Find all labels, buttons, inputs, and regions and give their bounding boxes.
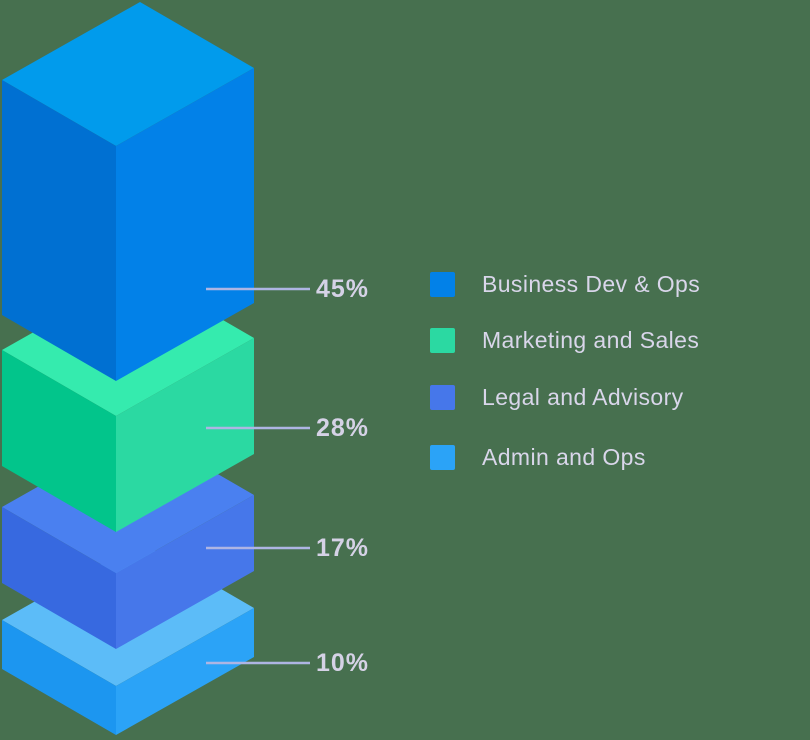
- percent-label-business-dev-ops: 45%: [316, 275, 370, 303]
- bar-3-face-left: [2, 620, 116, 735]
- legend-swatch-blue-icon: [430, 272, 455, 297]
- legend-swatch-green-icon: [430, 328, 455, 353]
- percent-label-marketing-sales: 28%: [316, 414, 370, 442]
- bar-1-face-right: [116, 338, 254, 532]
- percent-label-legal-advisory: 17%: [316, 534, 370, 562]
- bar-2-face-left: [2, 507, 116, 649]
- bar-0-face-right: [116, 68, 254, 381]
- legend-label: Legal and Advisory: [482, 384, 684, 410]
- percent-label-admin-ops: 10%: [316, 649, 370, 677]
- legend-label: Marketing and Sales: [482, 327, 700, 353]
- legend-item-marketing-sales: Marketing and Sales: [430, 327, 700, 353]
- legend-label: Admin and Ops: [482, 444, 646, 470]
- bar-1-face-left: [2, 350, 116, 532]
- bar-3-face-right: [116, 608, 254, 735]
- bar-0-face-top: [2, 2, 254, 146]
- legend-item-business-dev-ops: Business Dev & Ops: [430, 271, 701, 297]
- legend-swatch-indigo-icon: [430, 385, 455, 410]
- legend-item-admin-ops: Admin and Ops: [430, 444, 646, 470]
- bar-0-face-left: [2, 80, 116, 381]
- legend-swatch-lightblue-icon: [430, 445, 455, 470]
- legend-label: Business Dev & Ops: [482, 271, 701, 297]
- legend-item-legal-advisory: Legal and Advisory: [430, 384, 684, 410]
- bar-2-face-right: [116, 495, 254, 649]
